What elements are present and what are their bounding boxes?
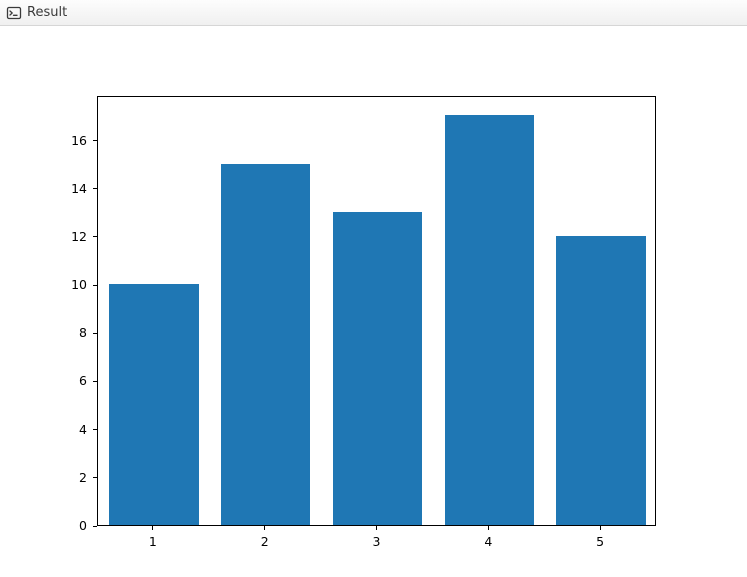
x-tick-label: 5 bbox=[580, 534, 620, 549]
terminal-icon bbox=[6, 5, 22, 21]
y-tick-label: 2 bbox=[57, 470, 87, 485]
y-tick-label: 12 bbox=[57, 229, 87, 244]
x-tick-label: 3 bbox=[357, 534, 397, 549]
x-tick-label: 2 bbox=[245, 534, 285, 549]
x-tick bbox=[488, 526, 489, 530]
y-tick bbox=[93, 477, 97, 478]
y-tick bbox=[93, 140, 97, 141]
x-tick-label: 1 bbox=[133, 534, 173, 549]
y-tick bbox=[93, 236, 97, 237]
y-tick bbox=[93, 526, 97, 527]
plot-area bbox=[97, 96, 656, 526]
y-tick-label: 14 bbox=[57, 181, 87, 196]
y-tick-label: 4 bbox=[57, 422, 87, 437]
bar bbox=[556, 236, 645, 525]
x-tick-label: 4 bbox=[468, 534, 508, 549]
window-title: Result bbox=[27, 5, 67, 20]
x-tick bbox=[600, 526, 601, 530]
y-tick bbox=[93, 333, 97, 334]
y-tick-label: 0 bbox=[57, 518, 87, 533]
bar bbox=[445, 115, 534, 525]
x-tick bbox=[376, 526, 377, 530]
y-tick-label: 10 bbox=[57, 277, 87, 292]
window-title-bar: Result bbox=[0, 0, 747, 26]
bar bbox=[333, 212, 422, 525]
y-tick bbox=[93, 381, 97, 382]
y-tick-label: 16 bbox=[57, 133, 87, 148]
y-tick bbox=[93, 429, 97, 430]
y-tick-label: 6 bbox=[57, 373, 87, 388]
chart-canvas: 123450246810121416 bbox=[0, 26, 747, 577]
x-tick bbox=[152, 526, 153, 530]
y-tick bbox=[93, 188, 97, 189]
bar bbox=[109, 284, 198, 525]
y-tick bbox=[93, 285, 97, 286]
y-tick-label: 8 bbox=[57, 325, 87, 340]
bar bbox=[221, 164, 310, 525]
x-tick bbox=[264, 526, 265, 530]
